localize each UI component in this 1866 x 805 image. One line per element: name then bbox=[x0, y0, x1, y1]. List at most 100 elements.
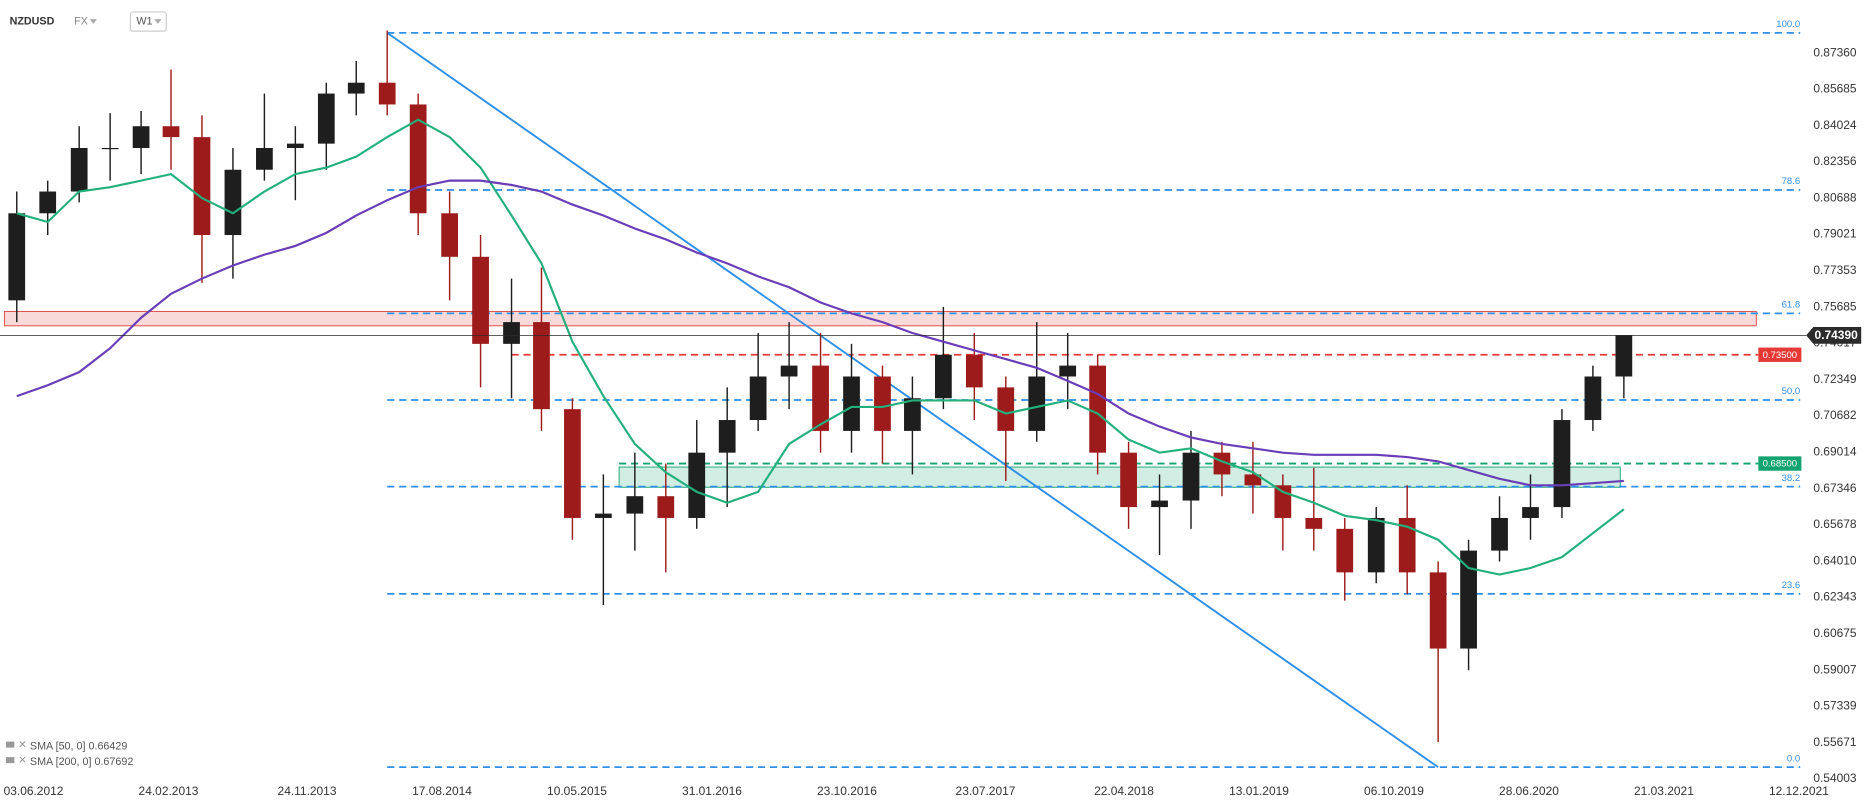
candle-body bbox=[1460, 550, 1477, 649]
legend-value: 0.66429 bbox=[88, 740, 127, 752]
x-tick-label: 31.01.2016 bbox=[682, 784, 742, 798]
interval-select[interactable] bbox=[129, 11, 167, 32]
y-tick-label: 0.59007 bbox=[1813, 662, 1857, 676]
candle-body bbox=[1182, 452, 1200, 501]
legend-icon[interactable] bbox=[5, 741, 15, 748]
fib-label: 0.0 bbox=[1787, 753, 1800, 764]
candle-body bbox=[812, 365, 829, 431]
legend-close[interactable]: ✕ bbox=[18, 739, 27, 751]
candle-body bbox=[286, 143, 304, 148]
candle-body bbox=[1491, 517, 1508, 551]
candle-body bbox=[1244, 474, 1262, 486]
candle-body bbox=[780, 365, 798, 377]
y-tick-label: 0.82356 bbox=[1813, 154, 1857, 168]
candle-body bbox=[1305, 517, 1323, 529]
fib-label: 61.8 bbox=[1782, 300, 1801, 311]
x-tick-label: 22.04.2018 bbox=[1094, 784, 1154, 798]
x-tick-label: 06.10.2019 bbox=[1364, 784, 1424, 798]
y-tick-label: 0.70682 bbox=[1813, 408, 1857, 422]
candle-body bbox=[997, 387, 1015, 431]
candle-body bbox=[347, 82, 365, 94]
level-label: 0.73500 bbox=[1763, 350, 1798, 361]
y-tick-label: 0.57339 bbox=[1813, 699, 1857, 713]
legend-value: 0.67692 bbox=[94, 756, 133, 768]
legend-entry: SMA [50, 0] 0.66429 bbox=[30, 740, 127, 752]
candle-body bbox=[101, 147, 119, 150]
y-tick-label: 0.62343 bbox=[1813, 590, 1857, 604]
candle-body bbox=[1584, 376, 1602, 421]
level-label: 0.68500 bbox=[1763, 459, 1798, 470]
x-tick-label: 21.03.2021 bbox=[1634, 784, 1694, 798]
sma-line bbox=[16, 179, 1624, 487]
candle-body bbox=[626, 496, 644, 514]
level-label-box bbox=[1758, 347, 1802, 362]
candle-body bbox=[317, 93, 335, 144]
y-tick-label: 0.67346 bbox=[1813, 481, 1857, 495]
interval-caret[interactable] bbox=[154, 19, 162, 24]
candle-body bbox=[1429, 572, 1447, 649]
y-tick-label: 0.84024 bbox=[1813, 118, 1857, 132]
candle-body bbox=[688, 452, 706, 518]
candle-body bbox=[162, 126, 180, 138]
fib-label: 50.0 bbox=[1782, 386, 1801, 397]
y-tick-label: 0.60675 bbox=[1813, 626, 1857, 640]
candle-body bbox=[874, 376, 891, 431]
market[interactable]: FX bbox=[74, 15, 88, 27]
candle-body bbox=[1522, 507, 1539, 518]
x-tick-label: 24.02.2013 bbox=[139, 784, 199, 798]
candle-body bbox=[657, 496, 675, 518]
candle-body bbox=[8, 213, 26, 301]
y-tick-label: 0.85685 bbox=[1813, 82, 1857, 96]
y-tick-label: 0.72349 bbox=[1813, 372, 1857, 386]
candle-body bbox=[718, 420, 736, 453]
candle-body bbox=[1553, 420, 1571, 508]
x-tick-label: 24.11.2013 bbox=[278, 784, 337, 798]
y-tick-label: 0.77353 bbox=[1813, 263, 1857, 277]
candle-body bbox=[1336, 528, 1354, 573]
y-tick-label: 0.87360 bbox=[1813, 45, 1857, 59]
indicator-legend: ✕ SMA [50, 0] 0.66429 ✕ SMA [200, 0] 0.6… bbox=[5, 739, 133, 768]
candle-body bbox=[1089, 365, 1107, 453]
legend-name: SMA [50, 0] bbox=[30, 740, 86, 752]
candle-body bbox=[904, 398, 921, 431]
y-tick-label: 0.64010 bbox=[1813, 553, 1857, 567]
candle-body bbox=[749, 376, 767, 421]
fib-label: 23.6 bbox=[1782, 580, 1801, 591]
candle-body bbox=[1213, 452, 1231, 475]
x-tick-label: 13.01.2019 bbox=[1229, 784, 1289, 798]
fib-label: 100.0 bbox=[1776, 19, 1800, 30]
candle-body bbox=[1028, 376, 1046, 431]
x-tick-label: 10.05.2015 bbox=[547, 784, 607, 798]
y-tick-label: 0.55671 bbox=[1813, 735, 1857, 749]
candle-body bbox=[472, 256, 489, 344]
last-price-box bbox=[1806, 326, 1862, 344]
candle-body bbox=[1398, 517, 1416, 573]
candle-body bbox=[193, 137, 211, 236]
candle-body bbox=[441, 213, 458, 257]
candle-body bbox=[132, 126, 150, 148]
x-tick-label: 12.12.2021 bbox=[1769, 784, 1829, 798]
candle-body bbox=[965, 354, 983, 388]
level-label-box bbox=[1758, 456, 1802, 471]
y-tick-label: 0.65678 bbox=[1813, 517, 1857, 531]
legend-icon[interactable] bbox=[5, 757, 15, 764]
y-tick-label: 0.54003 bbox=[1813, 771, 1857, 785]
market-caret[interactable] bbox=[89, 19, 97, 24]
candle-body bbox=[39, 191, 57, 214]
last-price-label: 0.74390 bbox=[1815, 328, 1859, 342]
interval[interactable]: W1 bbox=[136, 15, 152, 27]
candle-body bbox=[1120, 452, 1137, 508]
legend-close[interactable]: ✕ bbox=[18, 755, 27, 767]
legend-entry: SMA [200, 0] 0.67692 bbox=[30, 756, 133, 768]
y-tick-label: 0.79021 bbox=[1813, 227, 1857, 241]
y-tick-label: 0.80688 bbox=[1813, 190, 1857, 204]
zone bbox=[4, 310, 1757, 327]
candle-body bbox=[378, 82, 396, 105]
symbol: NZDUSD bbox=[10, 15, 55, 27]
y-tick-label: 0.69014 bbox=[1813, 445, 1857, 459]
candle-body bbox=[934, 354, 952, 399]
y-tick-label: 0.75685 bbox=[1813, 299, 1857, 313]
candle-body bbox=[564, 409, 581, 518]
